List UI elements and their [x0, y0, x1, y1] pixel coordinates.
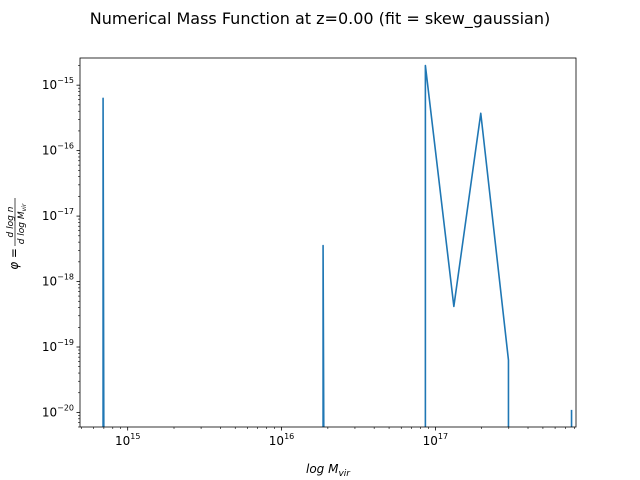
y-tick-label: 10−20 — [42, 403, 74, 419]
x-axis-label-main: log M — [306, 462, 339, 476]
series-line-0 — [102, 64, 573, 427]
axes-frame — [79, 57, 577, 428]
y-tick-label: 10−19 — [42, 338, 74, 354]
y-tick-label: 10−17 — [42, 207, 74, 223]
y-tick-label: 10−18 — [42, 273, 74, 289]
y-axis-label: φ = d log n d log Mvir — [6, 198, 28, 270]
x-axis-label-sub: vir — [338, 469, 351, 479]
y-tick-label: 10−16 — [42, 142, 74, 158]
y-axis-label-denominator: d log Mvir — [17, 203, 28, 244]
x-tick-label: 1015 — [115, 432, 140, 448]
x-tick-label: 1016 — [269, 432, 294, 448]
y-axis-label-phi: φ = — [7, 248, 21, 270]
y-tick-label: 10−15 — [42, 76, 74, 92]
x-axis-label: log Mvir — [306, 462, 351, 479]
x-tick-label: 1017 — [423, 432, 448, 448]
y-axis-label-numerator: d log n — [6, 206, 16, 237]
chart-title: Numerical Mass Function at z=0.00 (fit =… — [90, 9, 550, 29]
plot-area — [102, 64, 573, 427]
x-axis: 1015 1016 1017 — [81, 427, 575, 448]
y-axis: 10−15 10−16 10−17 10−18 10−19 10−20 — [42, 65, 80, 428]
